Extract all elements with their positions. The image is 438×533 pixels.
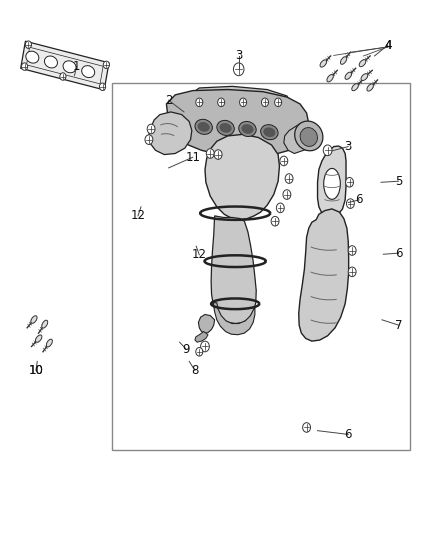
Text: 6: 6: [344, 428, 352, 441]
Polygon shape: [284, 122, 319, 154]
Circle shape: [346, 199, 354, 208]
Ellipse shape: [63, 61, 76, 73]
Ellipse shape: [241, 124, 254, 134]
Text: 10: 10: [28, 364, 43, 377]
Circle shape: [201, 341, 209, 352]
Circle shape: [214, 150, 222, 159]
Circle shape: [303, 423, 311, 432]
Text: 1: 1: [73, 60, 81, 73]
Circle shape: [280, 156, 288, 166]
Ellipse shape: [320, 60, 327, 67]
Circle shape: [147, 124, 155, 134]
Ellipse shape: [26, 51, 39, 63]
Polygon shape: [184, 86, 291, 118]
Circle shape: [323, 145, 332, 156]
Text: 4: 4: [384, 39, 392, 52]
Ellipse shape: [35, 335, 42, 342]
Ellipse shape: [367, 84, 374, 91]
Ellipse shape: [46, 339, 53, 347]
Text: 10: 10: [28, 364, 43, 377]
Circle shape: [233, 63, 244, 76]
Circle shape: [196, 98, 203, 107]
Polygon shape: [318, 146, 346, 217]
Circle shape: [271, 216, 279, 226]
Circle shape: [25, 41, 32, 49]
Circle shape: [218, 98, 225, 107]
Circle shape: [99, 83, 106, 91]
Circle shape: [60, 73, 66, 80]
Ellipse shape: [81, 66, 95, 78]
Ellipse shape: [31, 316, 37, 324]
Ellipse shape: [327, 75, 333, 82]
Text: 3: 3: [345, 140, 352, 153]
Ellipse shape: [361, 74, 368, 80]
Ellipse shape: [44, 56, 57, 68]
Polygon shape: [213, 303, 255, 335]
Ellipse shape: [300, 127, 318, 147]
Ellipse shape: [340, 56, 347, 64]
Ellipse shape: [345, 72, 352, 79]
Text: 7: 7: [395, 319, 403, 332]
Text: 11: 11: [185, 151, 200, 164]
Circle shape: [21, 63, 28, 70]
Ellipse shape: [239, 122, 256, 136]
Text: 12: 12: [192, 248, 207, 261]
Text: 4: 4: [384, 39, 392, 52]
Ellipse shape: [263, 127, 276, 137]
Ellipse shape: [295, 121, 323, 151]
Ellipse shape: [219, 123, 232, 133]
Circle shape: [275, 98, 282, 107]
Ellipse shape: [352, 84, 358, 91]
Text: 9: 9: [182, 343, 190, 356]
Text: 2: 2: [165, 94, 173, 107]
Circle shape: [346, 177, 353, 187]
Circle shape: [145, 135, 153, 144]
Text: 8: 8: [191, 364, 198, 377]
Ellipse shape: [195, 119, 212, 134]
Circle shape: [276, 203, 284, 213]
Ellipse shape: [359, 60, 366, 67]
Ellipse shape: [324, 168, 340, 199]
Ellipse shape: [42, 320, 48, 328]
Circle shape: [206, 149, 214, 158]
Polygon shape: [299, 209, 349, 341]
Text: 6: 6: [355, 193, 363, 206]
Circle shape: [285, 174, 293, 183]
Circle shape: [240, 98, 247, 107]
Circle shape: [261, 98, 268, 107]
Polygon shape: [198, 314, 215, 333]
Ellipse shape: [217, 120, 234, 135]
Circle shape: [283, 190, 291, 199]
Polygon shape: [211, 216, 256, 324]
Text: 5: 5: [395, 175, 402, 188]
Polygon shape: [166, 90, 309, 157]
Polygon shape: [21, 41, 109, 90]
Polygon shape: [205, 134, 279, 220]
Circle shape: [348, 267, 356, 277]
Circle shape: [196, 348, 203, 356]
Text: 12: 12: [131, 209, 145, 222]
Ellipse shape: [261, 125, 278, 140]
Ellipse shape: [198, 122, 210, 132]
Text: 6: 6: [395, 247, 403, 260]
Text: 3: 3: [235, 50, 242, 62]
Circle shape: [348, 246, 356, 255]
Bar: [112, 83, 410, 450]
Circle shape: [103, 61, 110, 69]
Polygon shape: [149, 112, 192, 155]
Polygon shape: [195, 332, 208, 342]
